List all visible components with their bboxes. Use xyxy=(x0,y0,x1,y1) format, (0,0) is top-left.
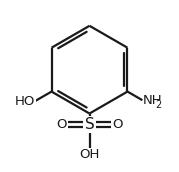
Text: OH: OH xyxy=(79,148,100,161)
Text: HO: HO xyxy=(15,95,35,108)
Text: NH: NH xyxy=(143,94,163,107)
Text: S: S xyxy=(85,117,94,132)
Text: O: O xyxy=(112,118,122,131)
Text: O: O xyxy=(57,118,67,131)
Text: 2: 2 xyxy=(156,100,162,110)
